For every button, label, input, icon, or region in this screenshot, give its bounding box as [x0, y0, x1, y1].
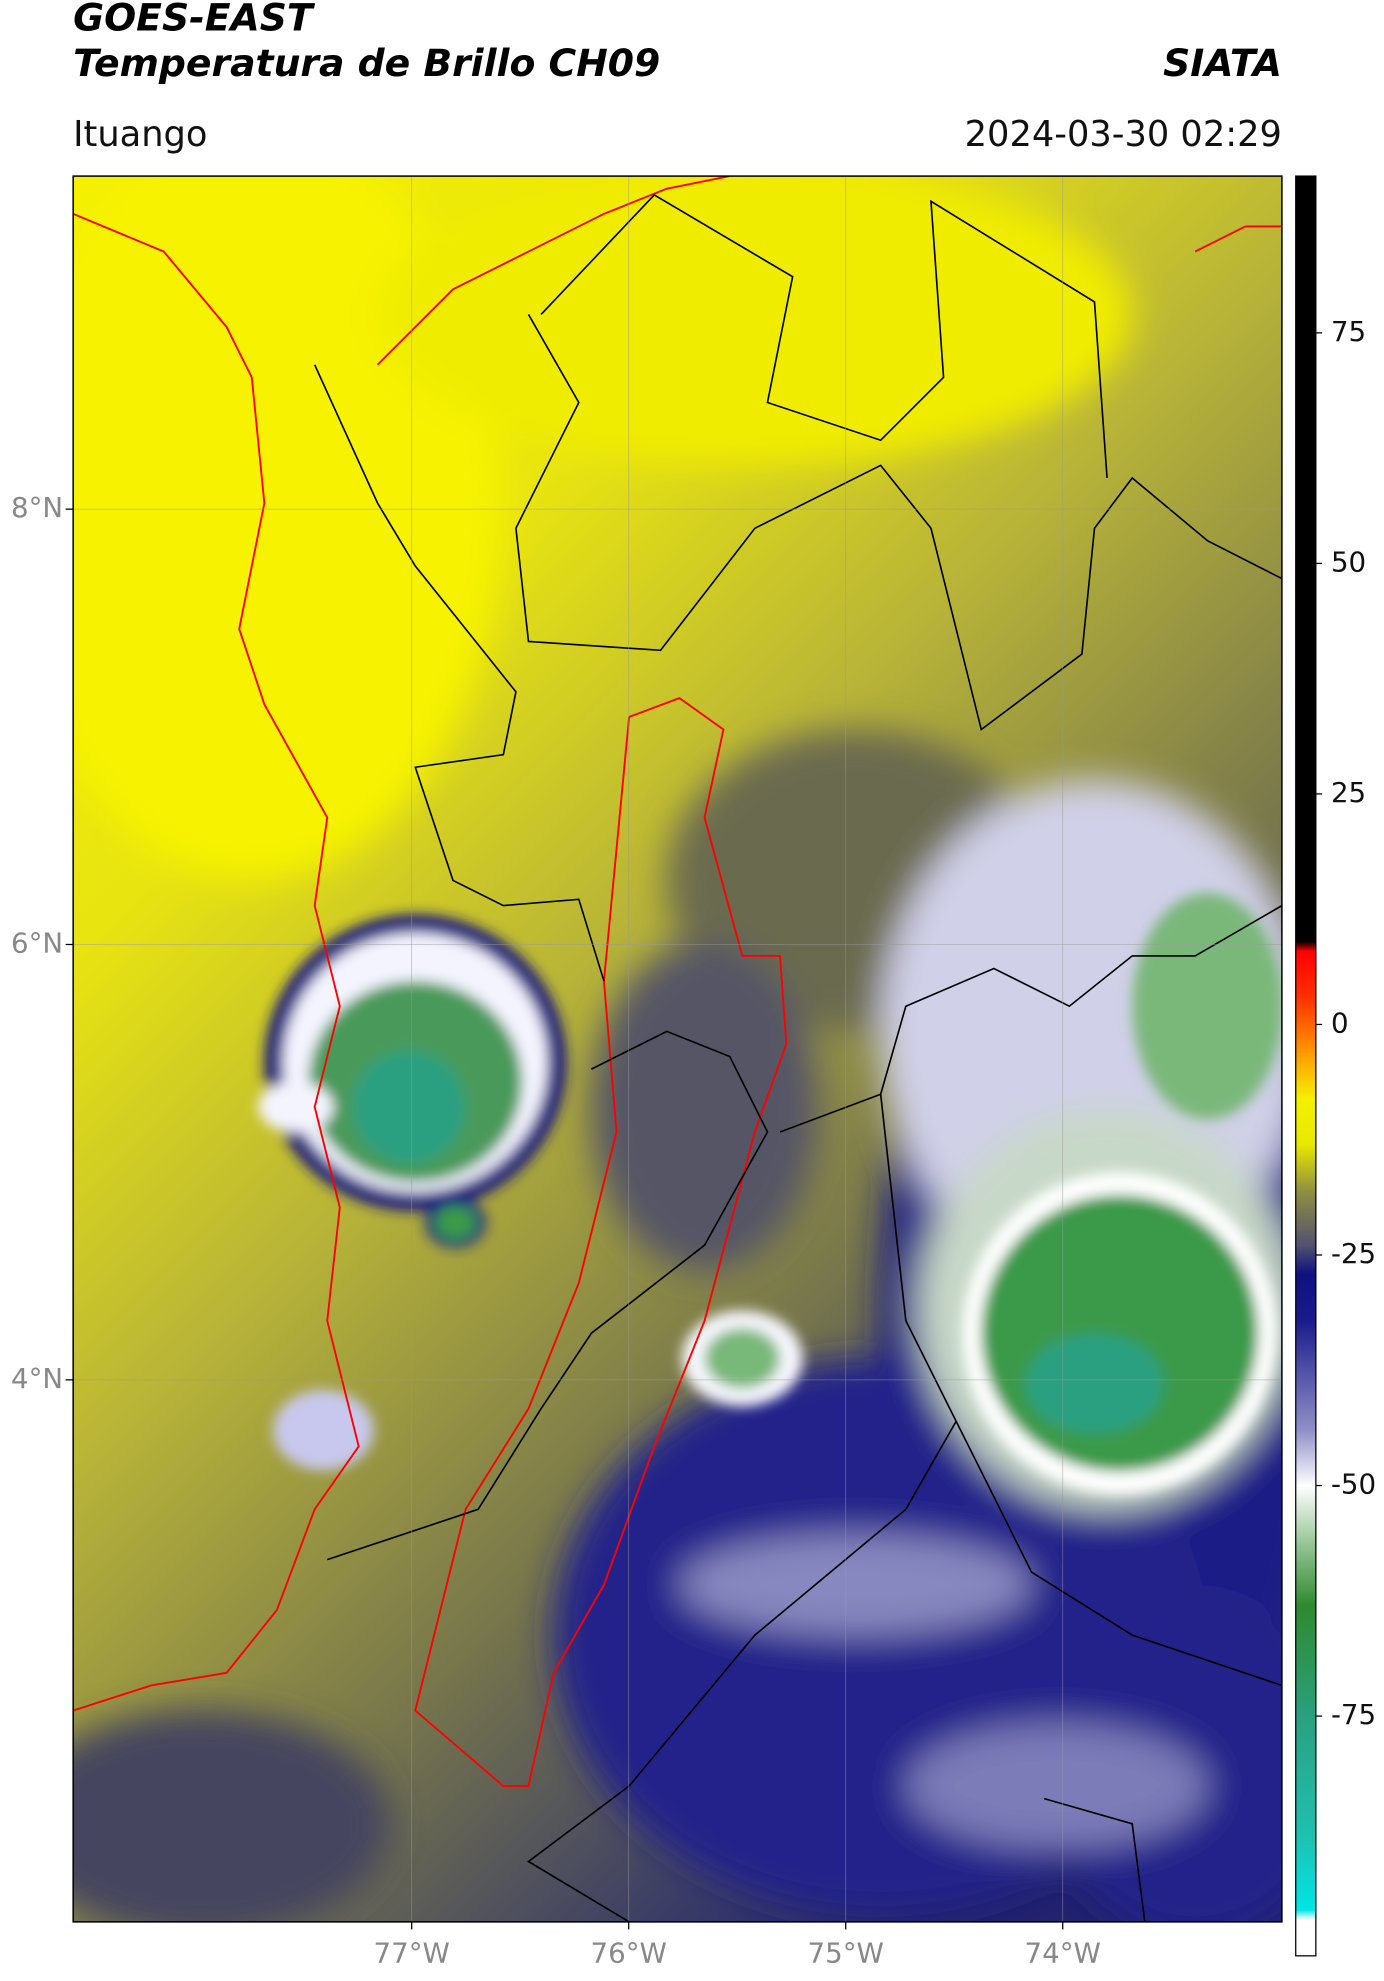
colorbar-segment [1295, 1605, 1316, 1717]
colorbar-segment [1295, 950, 1316, 998]
x-tick-label: 76°W [591, 1937, 667, 1970]
colorbar-segment [1295, 1144, 1316, 1192]
y-tick-label: 8°N [11, 491, 63, 524]
colorbar-tick-label: 50 [1331, 545, 1366, 578]
colorbar-segment [1295, 1319, 1316, 1431]
title: GOES-EAST [73, 0, 316, 40]
colorbar-tick-label: -75 [1331, 1698, 1376, 1731]
colorbar-segment [1295, 941, 1316, 952]
colorbar-segment [1295, 1273, 1316, 1321]
colorbar-segment [1295, 1430, 1316, 1487]
x-tick-label: 75°W [808, 1937, 884, 1970]
timestamp: 2024-03-30 02:29 [965, 114, 1282, 155]
colorbar-segment [1295, 1909, 1316, 1920]
colorbar-tick-label: 0 [1331, 1006, 1349, 1039]
colorbar [1295, 176, 1323, 1957]
colorbar-segment [1295, 1485, 1316, 1542]
colorbar-tick-label: -25 [1331, 1237, 1376, 1270]
colorbar-segment [1295, 996, 1316, 1053]
colorbar-tick-label: 25 [1331, 776, 1366, 809]
colorbar-segment [1295, 1835, 1316, 1911]
colorbar-frame [1295, 175, 1317, 1957]
source: SIATA [1163, 41, 1282, 85]
colorbar-tick-label: 75 [1331, 315, 1366, 348]
subtitle: Temperatura de Brillo CH09 [73, 41, 660, 85]
colorbar-segment [1295, 1245, 1316, 1275]
satellite-image [73, 176, 1282, 1922]
colorbar-segment [1295, 1918, 1316, 1957]
colorbar-segment [1295, 1052, 1316, 1099]
x-tick-label: 77°W [374, 1937, 450, 1970]
y-tick-label: 6°N [11, 927, 63, 960]
colorbar-segment [1295, 1190, 1316, 1247]
location: Ituango [73, 114, 207, 155]
colorbar-tick-label: -50 [1331, 1468, 1376, 1501]
grid [65, 176, 1282, 1930]
colorbar-segment [1295, 1716, 1316, 1837]
colorbar-segment [1295, 1098, 1316, 1145]
x-tick-label: 74°W [1025, 1937, 1101, 1970]
y-tick-label: 4°N [11, 1362, 63, 1395]
map-frame [72, 175, 1283, 1923]
colorbar-segment [1295, 176, 1316, 943]
colorbar-segment [1295, 1540, 1316, 1607]
